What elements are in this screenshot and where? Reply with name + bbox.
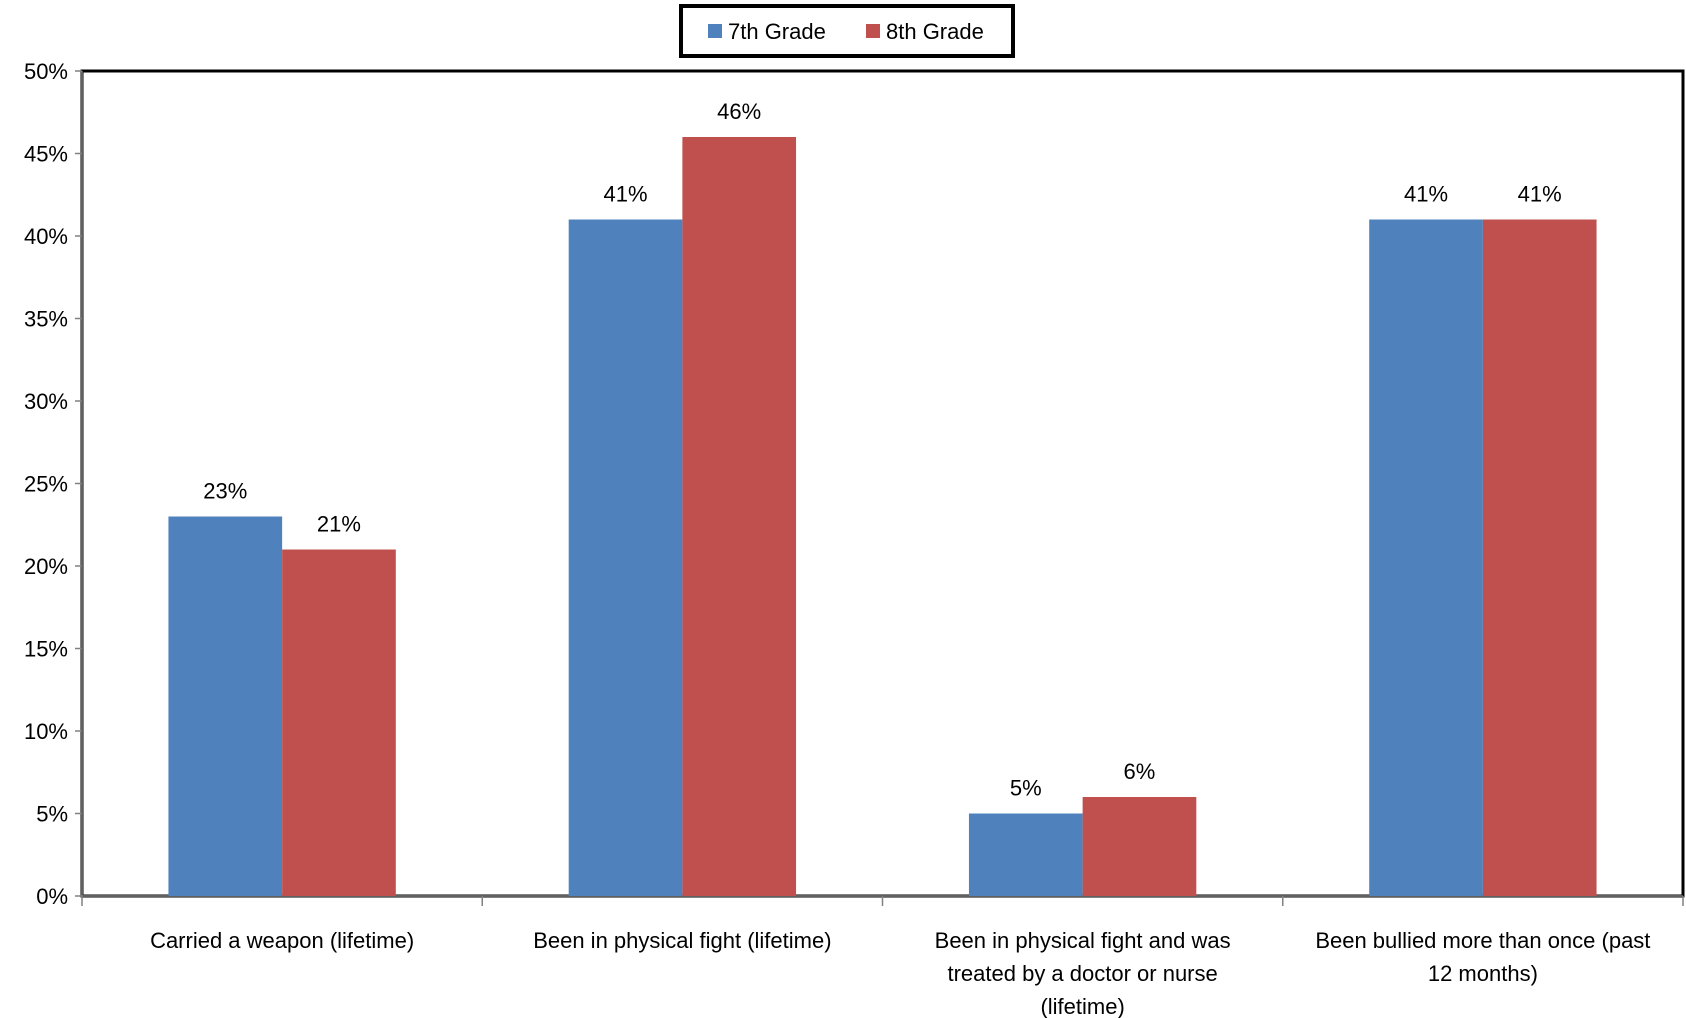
data-label-7th-grade-1: 41% [604,182,648,207]
category-label-3: 12 months) [1428,961,1538,986]
data-label-8th-grade-0: 21% [317,512,361,537]
y-tick-label: 15% [24,637,68,662]
y-tick-label: 10% [24,719,68,744]
bar-8th-grade-2 [1082,797,1197,896]
bar-7th-grade-1 [568,219,683,896]
y-tick-label: 25% [24,472,68,497]
category-label-2: (lifetime) [1040,994,1124,1018]
category-label-2: Been in physical fight and was [935,928,1231,953]
legend-label-8th-grade: 8th Grade [886,19,984,44]
data-label-8th-grade-1: 46% [717,99,761,124]
y-tick-label: 50% [24,59,68,84]
y-tick-label: 30% [24,389,68,414]
bar-7th-grade-2 [968,813,1083,896]
data-label-7th-grade-0: 23% [203,479,247,504]
y-tick-label: 35% [24,307,68,332]
y-tick-label: 40% [24,224,68,249]
bar-8th-grade-3 [1482,219,1597,896]
bar-7th-grade-3 [1369,219,1483,896]
category-label-3: Been bullied more than once (past [1315,928,1650,953]
y-tick-label: 0% [36,884,68,909]
data-label-8th-grade-3: 41% [1518,182,1562,207]
bar-7th-grade-0 [168,516,283,896]
legend-swatch-7th-grade [708,24,722,38]
legend-swatch-8th-grade [866,24,880,38]
category-label-2: treated by a doctor or nurse [947,961,1217,986]
category-labels: Carried a weapon (lifetime) Been in physi… [150,928,1650,1018]
y-tick-label: 20% [24,554,68,579]
legend-label-7th-grade: 7th Grade [728,19,826,44]
bar-8th-grade-0 [282,549,396,896]
bar-8th-grade-1 [682,137,797,896]
data-labels: 23% 21% 41% 46% 5% 6% 41% 41% [203,99,1561,801]
category-label-1: Been in physical fight (lifetime) [533,928,831,953]
legend: 7th Grade 8th Grade [679,4,1015,58]
y-tick-label: 5% [36,802,68,827]
data-label-7th-grade-3: 41% [1404,182,1448,207]
legend-box [679,4,1015,58]
category-label-0: Carried a weapon (lifetime) [150,928,414,953]
y-tick-label: 45% [24,142,68,167]
data-label-8th-grade-2: 6% [1124,759,1156,784]
bars [168,137,1597,896]
y-axis: 0% 5% 10% 15% 20% 25% 30% 35% 40% 45% 50% [24,59,83,909]
data-label-7th-grade-2: 5% [1010,776,1042,801]
